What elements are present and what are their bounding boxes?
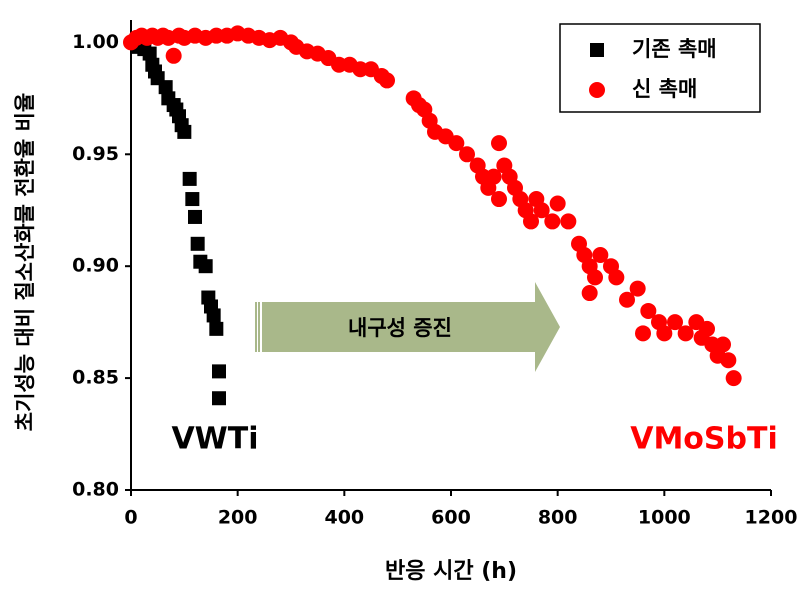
x-tick-label: 1200 [745,507,798,529]
point [491,135,507,152]
point [182,171,197,186]
point [165,47,182,64]
point [667,314,683,331]
point [656,325,673,342]
legend-box [559,23,761,113]
legend-marker [590,43,604,57]
y-tick-label: 0.85 [72,367,119,389]
point [188,209,202,224]
y-tick-label: 0.95 [72,143,119,165]
point [635,325,651,342]
point [640,302,657,319]
point [544,213,561,230]
point [212,391,226,406]
point [608,269,625,286]
point [142,46,157,61]
point [212,364,226,379]
point [459,146,475,163]
point [725,370,742,387]
legend-marker [589,82,605,98]
point [491,191,507,208]
point [720,352,737,369]
x-tick-label: 200 [218,507,258,529]
point [581,285,598,302]
point [448,135,465,152]
x-axis-label: 반응 시간 (h) [385,559,517,584]
point [485,168,502,185]
point [549,195,566,212]
point [190,236,205,251]
arrow [262,282,560,372]
x-tick-label: 600 [431,507,471,529]
point [198,259,213,274]
legend-label: 기존 촉매 [632,37,717,61]
point [587,269,603,286]
point [523,213,539,230]
x-tick-label: 800 [538,507,578,529]
legend-label: 신 촉매 [632,77,697,101]
point [158,80,173,95]
y-tick-label: 1.00 [72,31,119,53]
point [629,280,646,297]
annotation: VMoSbTi [630,422,778,457]
point [533,202,550,219]
point [715,336,731,353]
point [177,124,192,139]
arrow-label: 내구성 증진 [348,316,452,340]
y-tick-label: 0.80 [72,479,119,501]
point [592,247,609,263]
point [185,192,200,207]
point [209,321,224,336]
point [206,308,221,323]
point [619,291,635,308]
point [379,72,395,89]
y-axis-label: 초기성능 대비 질소산화물 전환율 비율 [13,93,37,431]
point [560,213,577,230]
y-tick-label: 0.90 [72,255,119,277]
point [699,320,715,337]
x-tick-label: 400 [324,507,364,529]
x-tick-label: 0 [124,507,137,529]
annotation: VWTi [171,422,258,457]
x-tick-label: 1000 [638,507,691,529]
point [677,325,694,342]
